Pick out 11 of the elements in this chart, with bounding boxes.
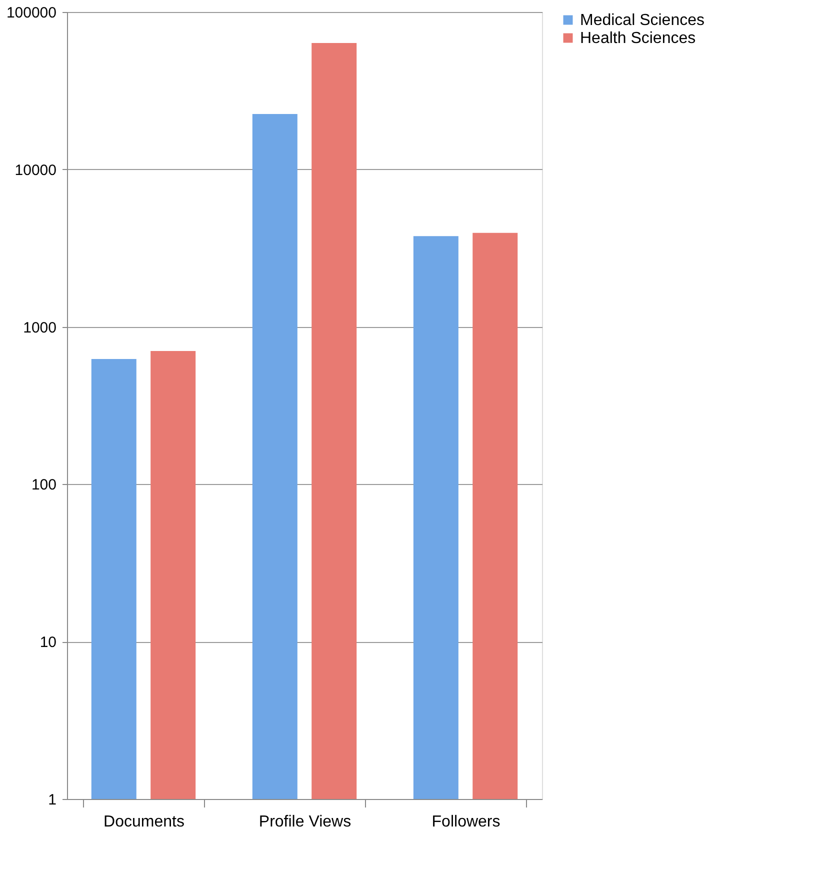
x-tick-label: Documents <box>104 814 184 830</box>
y-tick-label: 100 <box>31 476 56 494</box>
y-tick-label: 1 <box>48 792 56 808</box>
y-tick-label: 1000 <box>23 319 56 336</box>
legend-label: Health Sciences <box>580 30 696 47</box>
x-tick-label: Profile Views <box>258 814 352 830</box>
y-tick-label: 10 <box>40 634 56 652</box>
x-tick-label: Followers <box>432 814 500 830</box>
legend-label: Medical Sciences <box>580 12 704 29</box>
y-tick-label: 100000 <box>6 4 56 22</box>
y-tick-label: 10000 <box>14 162 56 179</box>
